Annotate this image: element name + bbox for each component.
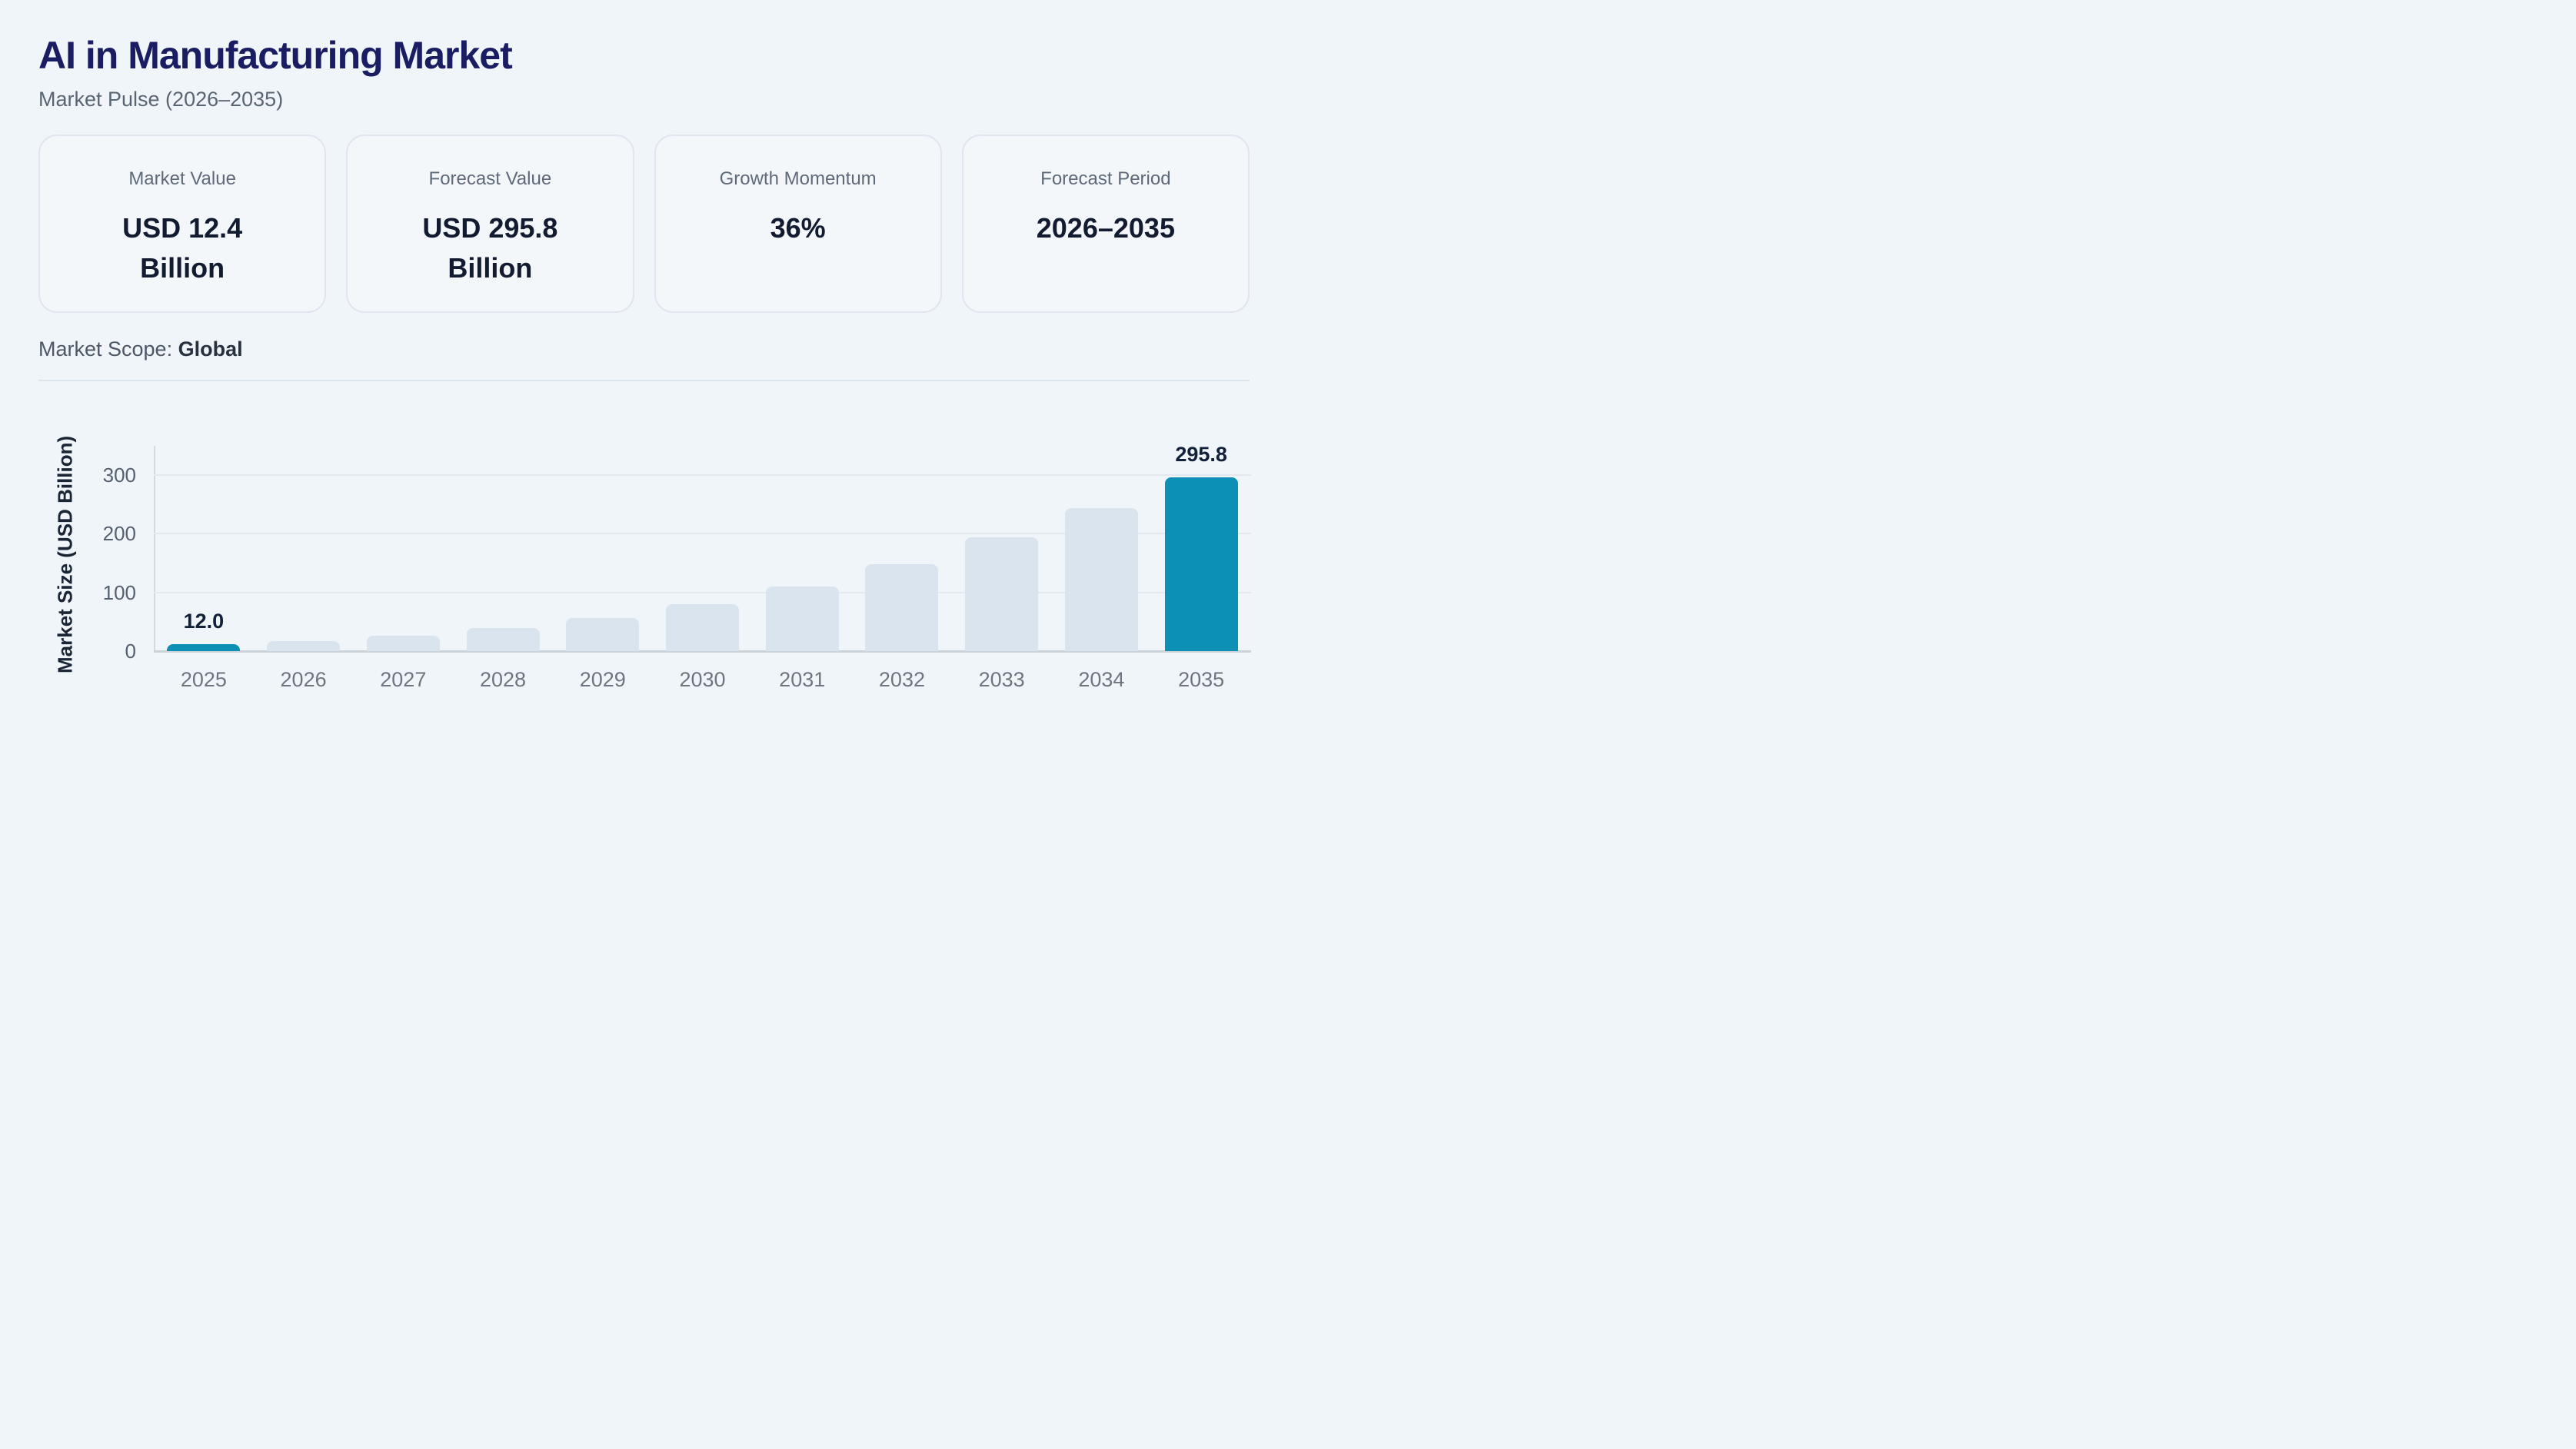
bar-value-label-2035: 295.8 [1175, 443, 1227, 467]
y-tick-label-300: 300 [102, 464, 136, 487]
x-axis-label-2026: 2026 [280, 668, 327, 691]
x-axis-label-2025: 2025 [180, 668, 227, 691]
card-value: 2026–2035 [977, 208, 1234, 248]
stat-cards-row: Market Value USD 12.4 Billion Forecast V… [38, 135, 1250, 313]
market-scope: Market Scope: Global [38, 337, 1250, 361]
page-subtitle: Market Pulse (2026–2035) [38, 88, 284, 111]
card-label: Growth Momentum [719, 168, 877, 189]
card-value: USD 12.4 Billion [54, 208, 311, 288]
card-value-line: 2026–2035 [1036, 212, 1175, 244]
page-title: AI in Manufacturing Market [38, 34, 513, 77]
card-value-line: Billion [448, 252, 533, 284]
card-value: 36% [670, 208, 927, 248]
x-axis-label-2033: 2033 [978, 668, 1025, 691]
x-axis-label-2031: 2031 [779, 668, 826, 691]
y-axis-line [154, 446, 155, 651]
card-label: Forecast Period [1040, 168, 1171, 189]
bar-2031 [765, 587, 839, 651]
card-value-line: 36% [770, 212, 826, 244]
card-label: Market Value [128, 168, 236, 189]
gridline-100 [154, 591, 1251, 593]
gridline-300 [154, 474, 1251, 477]
card-value-line: USD 295.8 [422, 212, 558, 244]
y-tick-label-200: 200 [102, 522, 136, 546]
bar-2035 [1164, 477, 1238, 651]
x-axis-label-2034: 2034 [1078, 668, 1125, 691]
stat-card-forecast-period: Forecast Period 2026–2035 [961, 135, 1250, 313]
stat-card-market-value: Market Value USD 12.4 Billion [38, 135, 327, 313]
x-axis-label-2027: 2027 [380, 668, 427, 691]
x-axis-label-2030: 2030 [679, 668, 726, 691]
y-tick-label-0: 0 [125, 640, 136, 663]
stat-card-forecast-value: Forecast Value USD 295.8 Billion [346, 135, 634, 313]
bar-2029 [566, 617, 640, 651]
bar-2027 [366, 636, 440, 651]
page-background: { "page": { "title": "AI in Manufacturin… [0, 0, 1288, 724]
bar-value-label-2025: 12.0 [183, 609, 225, 633]
market-scope-value: Global [178, 337, 243, 361]
card-value-line: Billion [140, 252, 225, 284]
market-scope-label: Market Scope: [38, 337, 173, 361]
y-tick-label-100: 100 [102, 580, 136, 604]
x-axis-label-2028: 2028 [479, 668, 527, 691]
bar-2034 [1064, 507, 1138, 651]
x-axis-label-2029: 2029 [579, 668, 626, 691]
bar-chart: Market Size (USD Billion) 0 100 200 300 12.0… [38, 381, 1251, 720]
gridline-200 [154, 533, 1251, 535]
card-value-line: USD 12.4 [122, 212, 243, 244]
bar-2032 [865, 564, 939, 651]
bar-2028 [466, 628, 540, 651]
x-axis-label-2032: 2032 [878, 668, 925, 691]
bar-2033 [965, 537, 1039, 651]
card-value: USD 295.8 Billion [361, 208, 618, 288]
x-axis-label-2035: 2035 [1178, 668, 1225, 691]
bar-2025 [167, 643, 241, 651]
bar-2030 [666, 603, 739, 651]
bar-2026 [267, 641, 341, 651]
report-page: AI in Manufacturing Market Market Pulse … [0, 0, 1288, 720]
stat-card-growth-momentum: Growth Momentum 36% [654, 135, 942, 313]
divider [38, 380, 1250, 381]
x-axis-line [154, 650, 1251, 653]
card-label: Forecast Value [428, 168, 552, 189]
